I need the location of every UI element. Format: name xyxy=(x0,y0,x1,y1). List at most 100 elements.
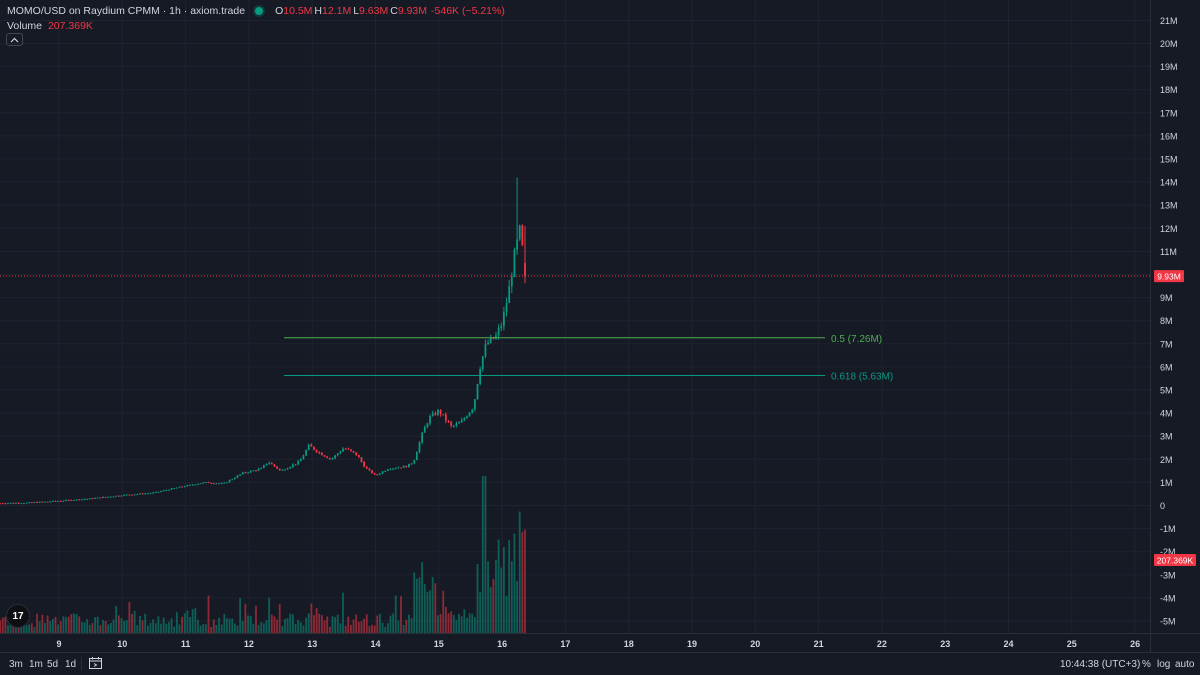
candle-body xyxy=(363,461,366,467)
volume-bar xyxy=(426,591,429,633)
candle-body xyxy=(336,453,339,456)
time-axis-tick-label: 9 xyxy=(56,639,61,649)
candle-body xyxy=(17,502,20,504)
auto-scale-button[interactable]: auto xyxy=(1175,659,1195,670)
candle-body xyxy=(33,502,36,504)
volume-bar xyxy=(360,621,363,633)
price-axis-tick-label: -1M xyxy=(1160,524,1176,534)
volume-label[interactable]: Volume xyxy=(7,20,43,32)
candle-body xyxy=(4,503,7,505)
candle-body xyxy=(265,463,268,466)
candle-body xyxy=(244,472,247,474)
volume-bar xyxy=(107,624,110,633)
range-1d-button[interactable]: 1d xyxy=(65,659,77,670)
candle-body xyxy=(381,471,384,474)
candle-body xyxy=(255,470,257,472)
candle-body xyxy=(165,490,168,492)
candle-body xyxy=(175,487,178,489)
volume-bar xyxy=(249,615,252,633)
volume-bar xyxy=(25,625,28,633)
candle-body xyxy=(128,494,131,496)
volume-bar xyxy=(524,529,526,633)
candle-body xyxy=(228,479,231,483)
calendar-goto-icon[interactable] xyxy=(89,657,102,669)
volume-bar xyxy=(117,615,120,633)
candle-body xyxy=(183,486,186,488)
candle-body xyxy=(368,468,371,471)
candle-body xyxy=(88,498,91,500)
candle-body xyxy=(38,501,41,503)
market-status-dot-icon[interactable] xyxy=(255,7,264,15)
log-scale-button[interactable]: log xyxy=(1157,659,1171,670)
volume-bar xyxy=(371,624,373,633)
price-axis-tick-label: 5M xyxy=(1160,386,1173,396)
time-axis-tick-label: 11 xyxy=(181,639,191,649)
candle-body xyxy=(220,483,223,485)
volume-bar xyxy=(473,617,476,633)
candle-body xyxy=(294,464,297,466)
volume-bar xyxy=(149,622,152,633)
legend-collapse-button[interactable] xyxy=(6,33,23,46)
candle-body xyxy=(99,497,102,499)
close-label: C xyxy=(390,5,398,17)
price-axis-tick-label: 13M xyxy=(1160,201,1178,211)
volume-bar xyxy=(471,613,474,633)
chart-canvas[interactable]: 21M20M19M18M17M16M15M14M13M12M11M10M9M8M… xyxy=(0,0,1200,652)
volume-bar xyxy=(136,625,139,633)
last-volume-label: 207.369K xyxy=(1157,556,1194,566)
candle-body xyxy=(342,448,344,452)
volume-bar xyxy=(431,577,434,633)
tradingview-logo[interactable]: 17 xyxy=(6,604,30,628)
volume-bar xyxy=(270,614,273,633)
volume-bar xyxy=(492,579,495,633)
candle-body xyxy=(149,493,152,495)
candle-body xyxy=(502,312,505,327)
percent-scale-button[interactable]: % xyxy=(1142,659,1151,670)
range-5d-button[interactable]: 5d xyxy=(47,659,59,670)
volume-bar xyxy=(231,618,234,633)
time-axis-tick-label: 22 xyxy=(877,639,887,649)
volume-bar xyxy=(4,616,7,633)
price-axis-tick-label: 3M xyxy=(1160,432,1173,442)
volume-bar xyxy=(244,603,247,633)
candle-body xyxy=(497,328,500,336)
candle-body xyxy=(466,416,468,419)
volume-bar xyxy=(497,539,500,633)
candle-body xyxy=(352,451,355,453)
candle-body xyxy=(36,502,38,504)
range-3m-button[interactable]: 3m xyxy=(9,659,23,670)
candle-body xyxy=(125,494,128,496)
candle-body xyxy=(202,482,205,484)
last-price-badge xyxy=(1154,270,1184,283)
candle-body xyxy=(310,444,313,447)
candle-body xyxy=(110,496,112,498)
volume-bar xyxy=(51,618,54,633)
volume-bar xyxy=(197,619,199,633)
volume-bar xyxy=(152,619,155,633)
volume-bar xyxy=(260,622,263,633)
volume-bar xyxy=(357,621,360,633)
candle-body xyxy=(460,420,463,423)
volume-bar xyxy=(331,616,334,633)
volume-bar xyxy=(110,622,112,633)
candle-body xyxy=(67,499,70,501)
clock-timezone[interactable]: 10:44:38 (UTC+3) xyxy=(1060,659,1141,670)
range-1m-button[interactable]: 1m xyxy=(29,659,43,670)
symbol-title[interactable]: MOMO/USD on Raydium CPMM · 1h · axiom.tr… xyxy=(7,5,246,17)
candle-body xyxy=(421,432,424,443)
toolbar-divider xyxy=(81,657,82,670)
volume-bar xyxy=(94,617,96,633)
candle-body xyxy=(463,418,466,421)
candle-body xyxy=(15,502,17,504)
candle-body xyxy=(146,493,149,495)
fib-level-label: 0.5 (7.26M) xyxy=(831,334,882,345)
candle-body xyxy=(247,472,249,474)
candle-body xyxy=(487,342,489,345)
volume-bar xyxy=(408,614,410,633)
volume-bar xyxy=(442,590,445,633)
candle-body xyxy=(426,423,429,428)
candle-body xyxy=(107,496,110,498)
volume-bar xyxy=(228,618,231,633)
volume-bar xyxy=(252,623,255,633)
